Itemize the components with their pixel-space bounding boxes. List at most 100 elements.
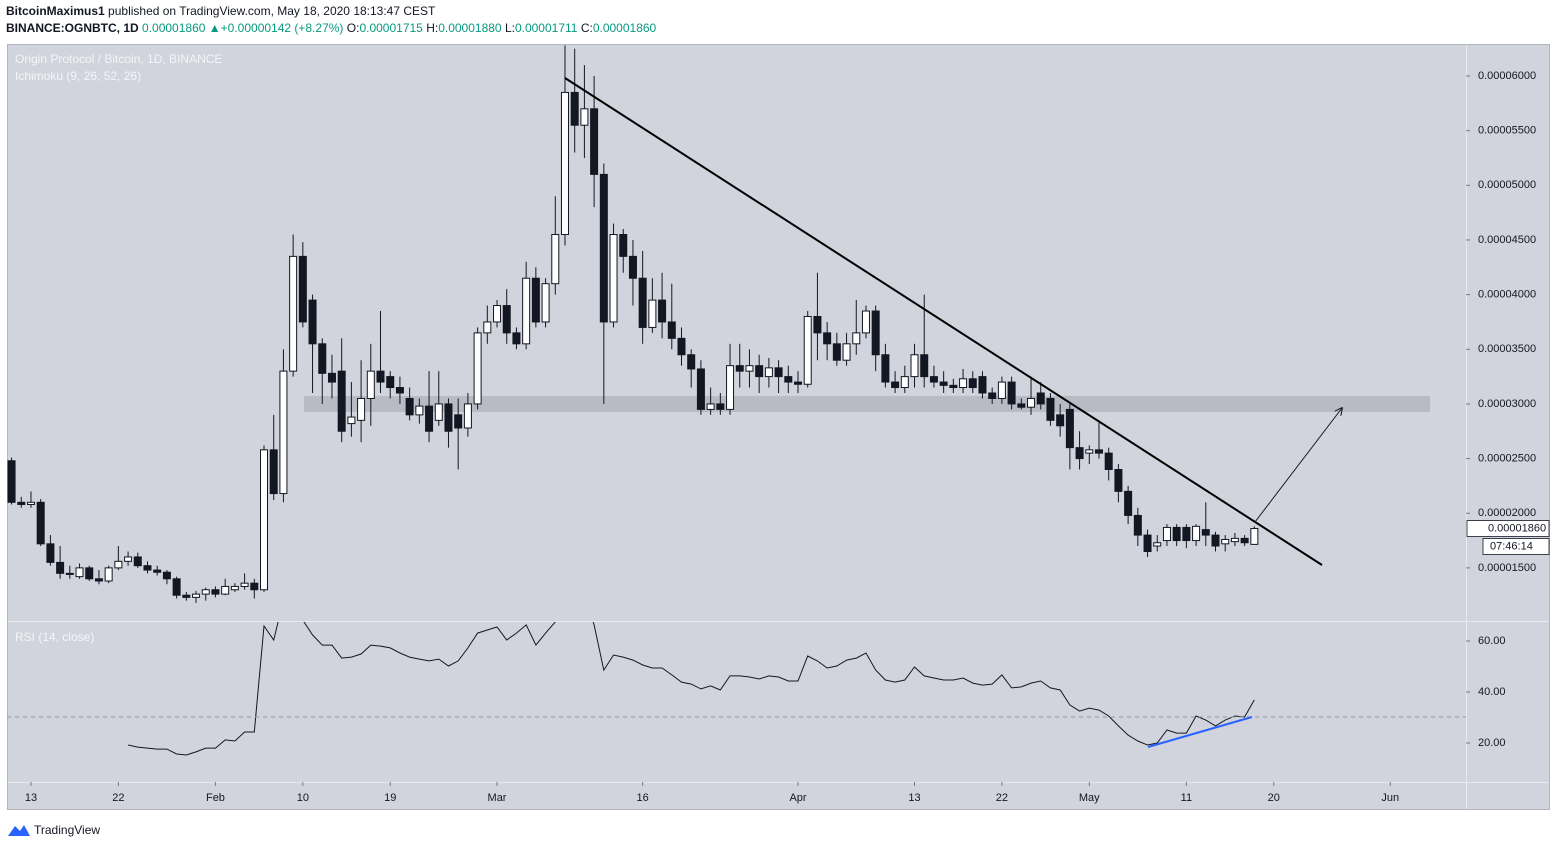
frame bbox=[7, 44, 1550, 810]
price-pane bbox=[7, 44, 1466, 621]
candle-down bbox=[735, 365, 744, 372]
chart-title: Origin Protocol / Bitcoin, 1D, BINANCE bbox=[15, 52, 222, 66]
last-price-box bbox=[1466, 520, 1550, 537]
candle-up bbox=[1221, 538, 1230, 545]
x-tick-label: 22 bbox=[112, 792, 124, 804]
candle-down bbox=[1094, 449, 1103, 454]
candle-down bbox=[658, 299, 667, 323]
candle-down bbox=[920, 354, 929, 378]
candle-up bbox=[347, 416, 356, 425]
candle-down bbox=[36, 501, 45, 545]
candle-up bbox=[551, 234, 560, 285]
candle-down bbox=[755, 365, 764, 378]
candle-down bbox=[1075, 447, 1084, 460]
candle-up bbox=[493, 305, 502, 323]
candle-down bbox=[386, 376, 395, 389]
candle-up bbox=[192, 593, 201, 598]
candle-down bbox=[143, 565, 152, 571]
candle-up bbox=[1162, 526, 1171, 542]
candle-down bbox=[599, 173, 608, 323]
candle-up bbox=[1153, 542, 1162, 547]
candle-down bbox=[1114, 469, 1123, 492]
x-tick-label: 10 bbox=[297, 792, 309, 804]
close: 0.00001860 bbox=[593, 21, 657, 35]
candle-down bbox=[638, 277, 647, 328]
time-axis bbox=[7, 782, 1550, 810]
candle-down bbox=[133, 556, 142, 567]
candle-down bbox=[716, 403, 725, 410]
candle-up bbox=[910, 354, 919, 378]
projection-arrow bbox=[1254, 408, 1342, 523]
candle-down bbox=[531, 277, 540, 323]
candle-up bbox=[104, 567, 113, 582]
candle-down bbox=[1240, 537, 1249, 544]
candle-down bbox=[318, 343, 327, 374]
candle-down bbox=[696, 368, 705, 410]
support-zone bbox=[304, 396, 1430, 412]
y-tick-label: 0.00005500 bbox=[1478, 125, 1536, 137]
candle-up bbox=[1250, 528, 1259, 545]
candle-down bbox=[1036, 392, 1045, 405]
candle-up bbox=[1085, 449, 1094, 454]
candle-up bbox=[240, 582, 249, 587]
candle-down bbox=[929, 376, 938, 383]
candle-down bbox=[1201, 529, 1210, 536]
candle-up bbox=[124, 556, 133, 562]
candle-down bbox=[628, 255, 637, 279]
x-tick-label: 20 bbox=[1268, 792, 1280, 804]
candle-up bbox=[463, 403, 472, 429]
published: published on TradingView.com, May 18, 20… bbox=[108, 4, 436, 18]
x-tick-label: 13 bbox=[25, 792, 37, 804]
candle-down bbox=[1143, 534, 1152, 552]
candle-down bbox=[677, 337, 686, 356]
candle-down bbox=[813, 315, 822, 334]
candle-up bbox=[260, 449, 269, 591]
indicator-title: Ichimoku (9, 26, 52, 26) bbox=[15, 69, 141, 83]
candle-up bbox=[609, 234, 618, 323]
x-tick-label: 22 bbox=[996, 792, 1008, 804]
candle-up bbox=[560, 91, 569, 236]
candle-up bbox=[726, 365, 735, 410]
candle-down bbox=[774, 367, 783, 378]
brand: TradingView bbox=[34, 823, 100, 837]
close-label: C: bbox=[581, 21, 593, 35]
candle-down bbox=[1133, 514, 1142, 536]
candle-down bbox=[46, 543, 55, 563]
candle-up bbox=[473, 332, 482, 405]
candle-down bbox=[327, 372, 336, 383]
candle-down bbox=[405, 397, 414, 416]
up-arrow: ▲ bbox=[209, 21, 221, 35]
candle-down bbox=[570, 91, 579, 126]
x-tick-label: 19 bbox=[384, 792, 396, 804]
candle-up bbox=[541, 283, 550, 323]
countdown: 07:46:14 bbox=[1490, 540, 1533, 552]
candle-down bbox=[376, 370, 385, 383]
candle-up bbox=[745, 365, 754, 372]
candle-down bbox=[250, 582, 259, 591]
candle-down bbox=[65, 572, 74, 575]
header-line: BitcoinMaximus1 published on TradingView… bbox=[6, 4, 436, 18]
candle-up bbox=[230, 585, 239, 591]
candle-down bbox=[1124, 490, 1133, 516]
candle-down bbox=[182, 594, 191, 598]
y-tick-label: 0.00003500 bbox=[1478, 343, 1536, 355]
candle-down bbox=[172, 578, 181, 596]
price-axis bbox=[1466, 44, 1550, 782]
candle-up bbox=[434, 403, 443, 421]
candle-down bbox=[1104, 452, 1113, 471]
candle-up bbox=[75, 567, 84, 578]
symbol-line: BINANCE:OGNBTC, 1D 0.00001860 ▲+0.000001… bbox=[6, 21, 657, 35]
y-tick-label: 20.00 bbox=[1478, 737, 1506, 749]
candle-down bbox=[988, 392, 997, 399]
candle-down bbox=[85, 567, 94, 580]
candle-down bbox=[444, 403, 453, 432]
y-tick-label: 60.00 bbox=[1478, 635, 1506, 647]
candle-down bbox=[1065, 408, 1074, 449]
candle-down bbox=[1211, 534, 1220, 547]
x-tick-label: 13 bbox=[908, 792, 920, 804]
candle-up bbox=[483, 321, 492, 334]
candle-down bbox=[619, 234, 628, 257]
open: 0.00001715 bbox=[359, 21, 423, 35]
rsi-line bbox=[127, 622, 1255, 756]
candle-up bbox=[221, 585, 230, 595]
